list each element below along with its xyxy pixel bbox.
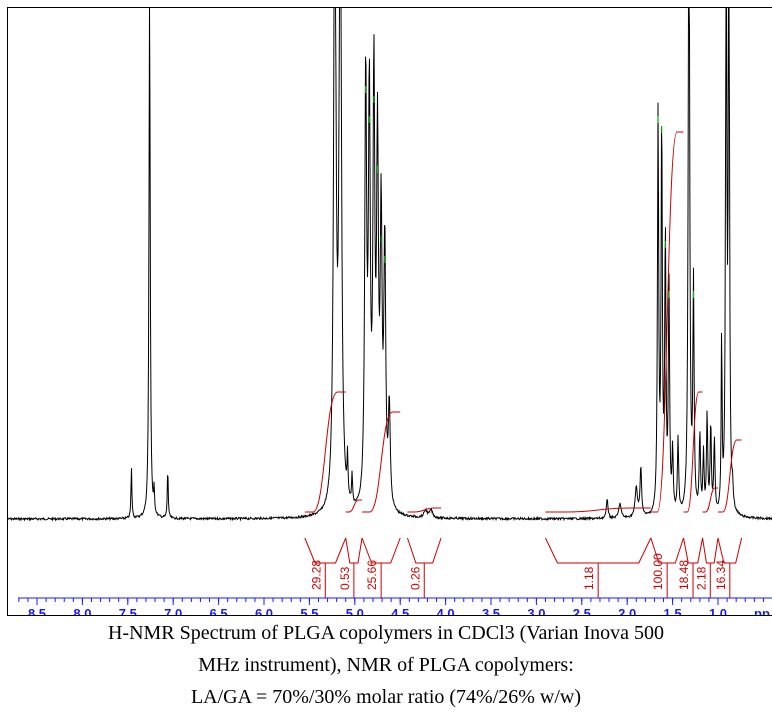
x-tick-label: 4.5 <box>391 606 409 616</box>
integral-label: 2.18 <box>694 566 708 590</box>
x-tick-label: 7.5 <box>119 606 137 616</box>
integral-curve <box>718 439 742 513</box>
x-tick-label: 3.0 <box>527 606 545 616</box>
integral-bracket <box>702 537 719 564</box>
integral-label: 29.28 <box>309 560 323 590</box>
integral-curve <box>304 391 346 513</box>
integral-bracket <box>406 537 442 564</box>
spectrum-svg: 29.28 0.53 25.66 0.26 1.18 100.00 18.48 2.18 16.… <box>8 8 772 616</box>
caption-line-2: MHz instrument), NMR of PLGA copolymers: <box>198 654 574 676</box>
x-tick-label: 8.5 <box>28 606 46 616</box>
x-tick-label: 5.0 <box>346 606 364 616</box>
x-tick-label: 8.0 <box>73 606 91 616</box>
integral-label: 1.18 <box>582 566 596 590</box>
x-tick-label: 2.5 <box>573 606 591 616</box>
integral-bracket <box>683 537 704 564</box>
nmr-spectrum-plot: 29.28 0.53 25.66 0.26 1.18 100.00 18.48 2.18 16.… <box>7 7 772 616</box>
x-tick-label: 3.5 <box>482 606 500 616</box>
x-tick-label: 2.0 <box>618 606 636 616</box>
integral-bracket <box>361 537 401 564</box>
integral-bracket <box>717 537 743 564</box>
figure-caption: H-NMR Spectrum of PLGA copolymers in CDC… <box>0 617 772 713</box>
integral-curve <box>362 411 401 513</box>
integral-label: 18.48 <box>677 560 691 590</box>
x-axis-unit-label: pp <box>754 606 770 616</box>
x-tick-label: 6.0 <box>255 606 273 616</box>
integral-curve <box>545 507 651 513</box>
integral-label: 0.53 <box>338 566 352 590</box>
spectrum-trace <box>8 8 772 522</box>
integral-bracket <box>345 537 363 564</box>
x-tick-label: 1.0 <box>709 606 727 616</box>
integral-curve <box>407 507 442 513</box>
x-tick-label: 1.5 <box>664 606 682 616</box>
integral-curve <box>702 487 718 513</box>
integral-label: 16.34 <box>714 560 728 590</box>
x-tick-label: 5.5 <box>300 606 318 616</box>
integral-label: 0.26 <box>408 566 422 590</box>
integral-label: 25.66 <box>365 560 379 590</box>
integral-label: 100.00 <box>651 553 665 590</box>
x-tick-label: 7.0 <box>164 606 182 616</box>
integral-curve <box>650 131 684 513</box>
integral-curve <box>683 391 703 513</box>
integral-curve <box>345 499 363 513</box>
integral-bracket <box>545 537 652 564</box>
integral-bracket <box>304 537 347 564</box>
x-tick-label: 4.0 <box>437 606 455 616</box>
caption-line-1: H-NMR Spectrum of PLGA copolymers in CDC… <box>107 622 665 644</box>
caption-line-3: LA/GA = 70%/30% molar ratio (74%/26% w/w… <box>190 686 582 708</box>
x-tick-label: 6.5 <box>210 606 228 616</box>
